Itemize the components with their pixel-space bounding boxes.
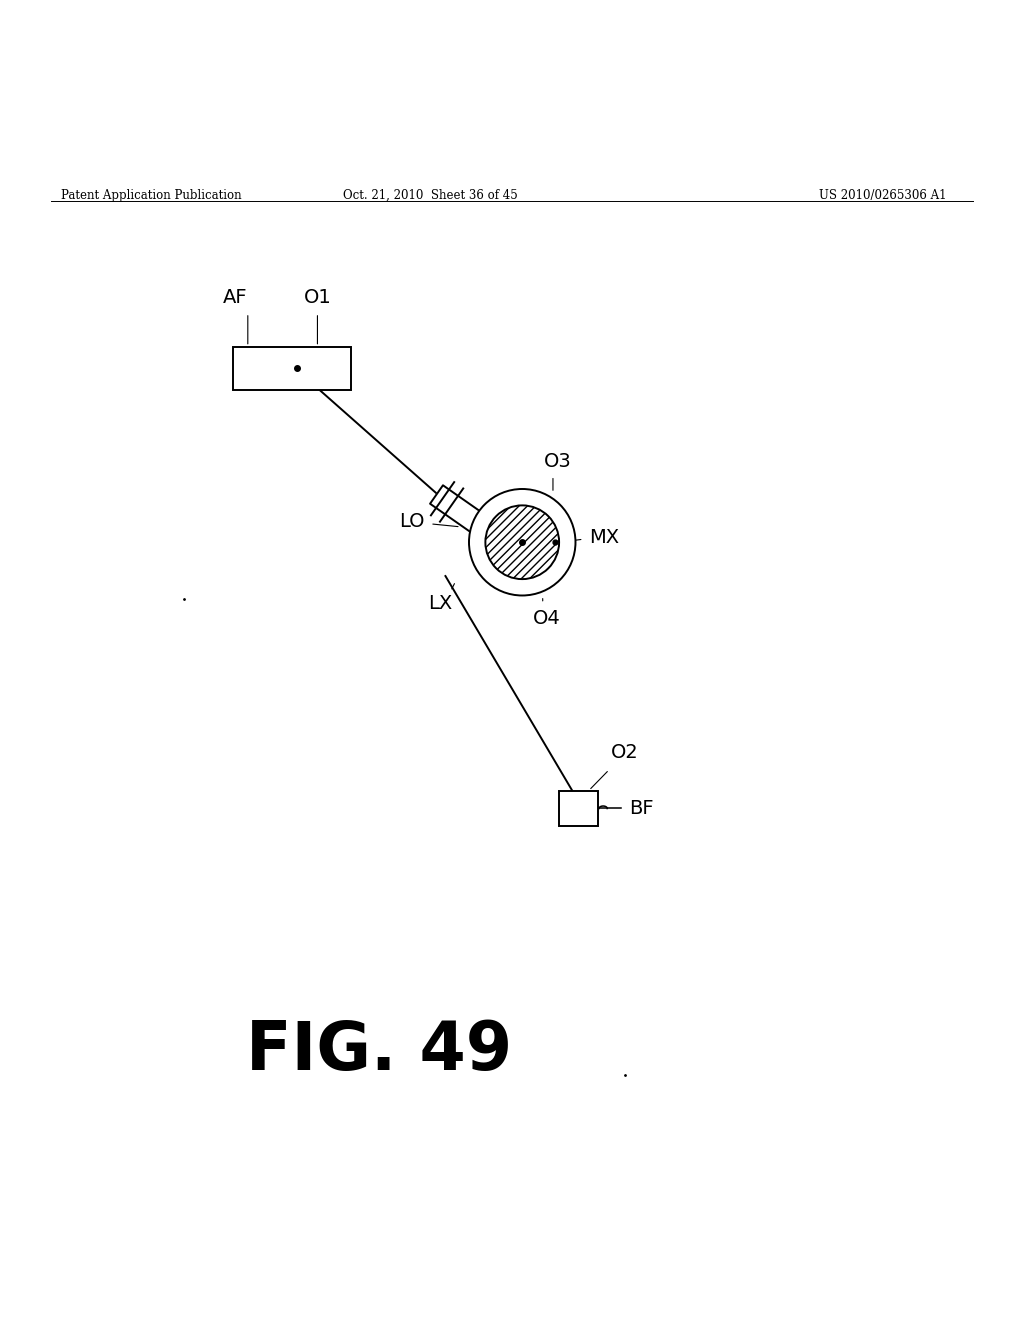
Text: Oct. 21, 2010  Sheet 36 of 45: Oct. 21, 2010 Sheet 36 of 45 [343,189,517,202]
Text: US 2010/0265306 A1: US 2010/0265306 A1 [819,189,947,202]
Text: O2: O2 [610,743,639,763]
Bar [559,791,598,826]
Text: O3: O3 [544,451,572,470]
Bar [232,347,350,389]
Text: BF: BF [629,799,653,818]
Text: MX: MX [589,528,618,546]
Text: FIG. 49: FIG. 49 [246,1018,512,1084]
Text: O1: O1 [303,288,332,306]
Circle shape [469,488,575,595]
Circle shape [485,506,559,579]
Polygon shape [430,486,518,557]
Text: Patent Application Publication: Patent Application Publication [61,189,242,202]
Text: AF: AF [223,288,248,306]
Text: LO: LO [399,512,425,531]
Text: O4: O4 [532,609,560,628]
Text: LX: LX [428,594,453,614]
